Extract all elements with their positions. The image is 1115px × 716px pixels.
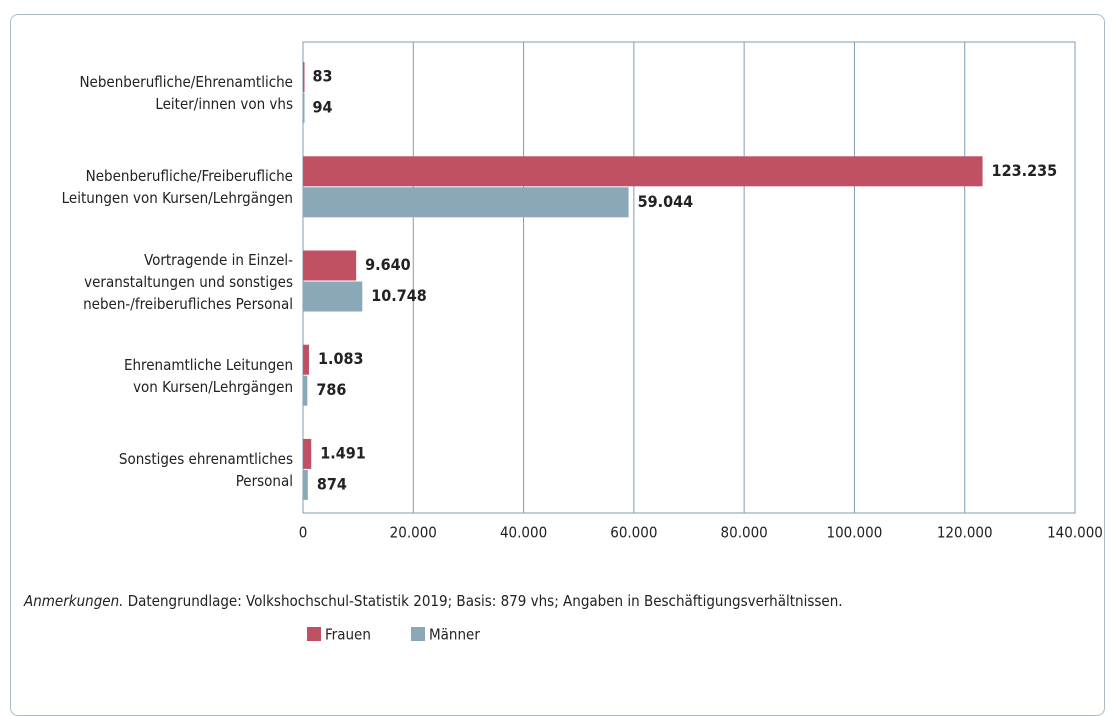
value-label: 123.235: [992, 161, 1058, 180]
value-label: 83: [312, 67, 332, 86]
bar: [303, 281, 363, 312]
value-label: 786: [316, 380, 346, 399]
category-label: Sonstiges ehrenamtliches Personal: [118, 449, 293, 490]
value-label: 59.044: [638, 192, 694, 211]
category-label: Nebenberufliche/Freiberufliche Leitungen…: [61, 167, 293, 208]
bar: [303, 344, 309, 375]
value-label: 9.640: [365, 255, 411, 274]
category-label: Nebenberufliche/Ehrenamtliche Leiter/inn…: [79, 73, 293, 114]
category-label: Ehrenamtliche Leitungen von Kursen/Lehrg…: [123, 355, 293, 396]
bar: [303, 469, 308, 500]
bar: [303, 93, 305, 124]
bar: [303, 250, 357, 281]
value-label: 10.748: [371, 286, 427, 305]
legend-label: Männer: [429, 626, 480, 644]
note-text: Datengrundlage: Volkshochschul-Statistik…: [127, 592, 843, 610]
legend-swatch: [307, 627, 321, 641]
x-tick-label: 40.000: [500, 524, 547, 542]
x-tick-label: 20.000: [390, 524, 437, 542]
note: Anmerkungen. Datengrundlage: Volkshochsc…: [24, 592, 843, 610]
value-label: 94: [313, 98, 333, 117]
bar: [303, 187, 629, 218]
bar: [303, 438, 312, 469]
bar: [303, 156, 983, 187]
bar: [303, 62, 305, 93]
page: 0 20.000 40.000 60.000 80.000 100.000 120.000 1…: [10, 14, 1105, 716]
x-tick-label: 100.000: [827, 524, 883, 542]
value-label: 1.083: [318, 349, 364, 368]
value-label: 1.491: [320, 443, 366, 462]
x-tick-label: 80.000: [721, 524, 768, 542]
chart: 0 20.000 40.000 60.000 80.000 100.000 120.000 1…: [299, 41, 1103, 644]
x-tick-label: 0: [299, 524, 308, 542]
value-label: 874: [317, 474, 347, 493]
legend-label: Frauen: [325, 626, 371, 644]
x-tick-label: 60.000: [610, 524, 657, 542]
category-label: Vortragende in Einzel- veranstaltungen u…: [83, 250, 293, 313]
legend-swatch: [411, 627, 425, 641]
plot-border: [302, 41, 1076, 514]
x-tick-label: 140.000: [1047, 524, 1103, 542]
x-tick-label: 120.000: [937, 524, 993, 542]
note-label: Anmerkungen.: [24, 592, 124, 610]
bar: [303, 375, 308, 406]
